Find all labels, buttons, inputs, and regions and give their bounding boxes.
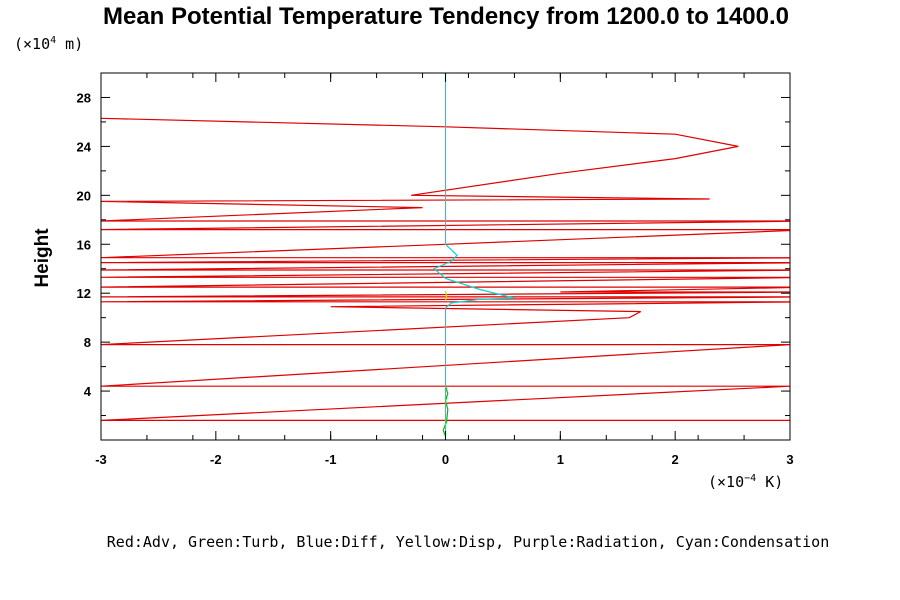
y-tick-label: 8 [84,335,91,350]
y-tick-label: 28 [77,90,91,105]
y-tick-label: 16 [77,237,91,252]
y-tick-label: 24 [77,139,92,154]
x-tick-label: 0 [442,452,449,467]
series-line-adv [101,117,790,421]
y-unit-label: (×104 m) [14,35,83,53]
x-tick-label: -2 [210,452,222,467]
x-tick-label: -3 [95,452,107,467]
legend-text: Red:Adv, Green:Turb, Blue:Diff, Yellow:D… [107,533,829,551]
x-tick-label: 3 [786,452,793,467]
series-line-condensation [432,73,515,440]
x-tick-label: 2 [672,452,679,467]
series-line-turb [442,386,449,437]
x-tick-label: -1 [325,452,337,467]
series-line-disp [444,290,448,301]
y-axis-label: Height [32,228,53,288]
y-tick-label: 20 [77,188,91,203]
x-unit-label: (×10−4 K) [708,473,783,491]
x-tick-label: 1 [557,452,564,467]
chart-title: Mean Potential Temperature Tendency from… [103,3,789,30]
y-tick-label: 12 [77,286,91,301]
y-tick-label: 4 [84,384,92,399]
